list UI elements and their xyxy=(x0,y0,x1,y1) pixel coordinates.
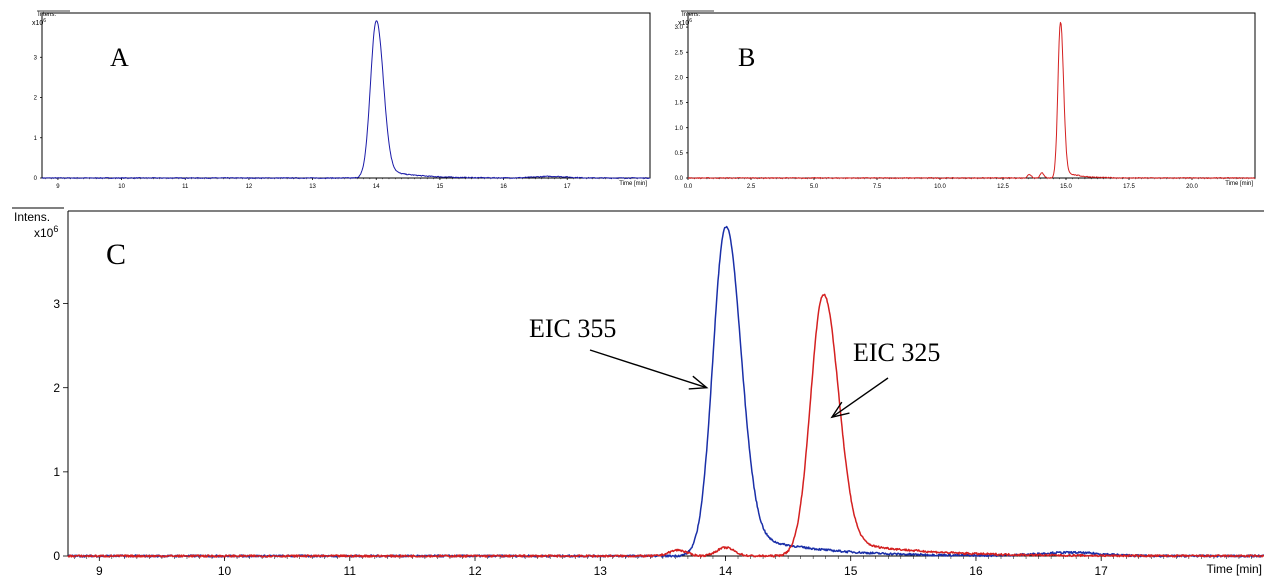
panel-c-x-tick-label: 11 xyxy=(344,564,357,577)
panel-a-y-tick-label: 2 xyxy=(34,96,38,102)
panel-a-y-tick-label: 0 xyxy=(34,176,38,182)
panel-a-series xyxy=(41,20,651,179)
panel-b-y-tick-label: 0.5 xyxy=(675,151,684,157)
panel-c-series xyxy=(67,225,1264,558)
panel-a-ylabel-exp: x106 xyxy=(32,18,46,27)
panel-b-y-tick-label: 0.0 xyxy=(675,176,684,182)
eic-355-annotation-label: EIC 355 xyxy=(529,314,616,343)
panel-b-y-tick-label: 1.5 xyxy=(675,101,684,107)
panel-a-letter: A xyxy=(110,43,129,72)
panel-c-ylabel-exp-base: x10 xyxy=(34,226,54,240)
panel-a-x-tick-label: 15 xyxy=(437,184,444,190)
panel-b-series-line-1 xyxy=(687,21,1256,179)
panel-a-x-tick-label: 12 xyxy=(246,184,253,190)
panel-c-x-tick-label: 15 xyxy=(844,564,858,577)
panel-c-x-tick-label: 10 xyxy=(218,564,232,577)
panel-a-x-tick-label: 13 xyxy=(309,184,316,190)
panel-a-y-tick-label: 3 xyxy=(34,55,38,61)
panel-a-ylabel-exp-power: 6 xyxy=(43,18,46,24)
panel-a-x-tick-label: 14 xyxy=(373,184,380,190)
panel-b-y-tick-label: 2.5 xyxy=(675,50,684,56)
panel-b-ylabel-exp-power: 6 xyxy=(689,18,692,24)
panel-b-ylabel-exp-base: x10 xyxy=(678,20,689,27)
panel-c-annotations: EIC 355 EIC 325 xyxy=(529,314,940,419)
panel-c-x-tick-label: 12 xyxy=(468,564,482,577)
panel-c-ylabel-exp-power: 6 xyxy=(53,224,58,234)
panel-c-x-tick-label: 9 xyxy=(96,564,103,577)
panel-a-ylabel: Intens. xyxy=(38,12,56,18)
panel-a-x-tick-label: 16 xyxy=(500,184,507,190)
panel-c-x-tick-label: 13 xyxy=(594,564,608,577)
panel-c-ylabel-exp: x106 xyxy=(34,224,58,240)
panel-c-series-line-2 xyxy=(67,293,1264,558)
panel-a-x-tick-label: 11 xyxy=(182,184,189,190)
panel-b-y-tick-label: 2.0 xyxy=(675,75,684,81)
panel-a-y-tick-label: 1 xyxy=(34,136,38,142)
panel-a-x-tick-label: 9 xyxy=(56,184,60,190)
eic-325-annotation-label: EIC 325 xyxy=(853,338,940,367)
eic-325-arrow-line xyxy=(831,377,889,418)
panel-b-y-tick-label: 3.0 xyxy=(675,25,684,31)
panel-b-x-tick-label: 17.5 xyxy=(1123,184,1135,190)
panel-c-x-tick-label: 17 xyxy=(1095,564,1109,577)
panel-b-x-tick-label: 5.0 xyxy=(810,184,819,190)
panel-b-xlabel: Time [min] xyxy=(1225,181,1253,187)
panel-b-letter: B xyxy=(738,43,755,72)
panel-b-y-tick-label: 1.0 xyxy=(675,126,684,132)
panel-c-x-tick-label: 16 xyxy=(969,564,983,577)
panel-a-series-line-1 xyxy=(41,20,651,179)
panel-b-x-tick-label: 12.5 xyxy=(997,184,1009,190)
panel-c-y-tick-label: 3 xyxy=(53,297,60,311)
panel-b-ylabel: Intens. xyxy=(682,12,700,18)
panel-b-series xyxy=(687,21,1256,179)
panel-c-series-line-1 xyxy=(67,225,1264,558)
panel-c-x-tick-label: 14 xyxy=(719,564,733,577)
panel-a-x-tick-label: 17 xyxy=(564,184,571,190)
panel-b-x-tick-label: 7.5 xyxy=(873,184,882,190)
panel-a-xlabel: Time [min] xyxy=(619,181,647,187)
panel-b-x-tick-label: 10.0 xyxy=(934,184,946,190)
panel-c-ylabel: Intens. xyxy=(14,210,50,224)
panel-b-ylabel-exp: x106 xyxy=(678,18,692,27)
panel-c-letter: C xyxy=(106,238,126,271)
panel-b-x-tick-label: 15.0 xyxy=(1060,184,1072,190)
panel-b-x-tick-label: 20.0 xyxy=(1186,184,1198,190)
panel-b: Intens. x106 Time [min] B 0.0 2.5 5.0 7.5 10… xyxy=(675,10,1256,190)
panel-b-axes: 0.0 2.5 5.0 7.5 10.0 12.5 15.0 17.5 20.0 0.0 0.5 1.… xyxy=(675,25,1256,190)
panel-b-plot-frame xyxy=(687,12,1256,179)
panel-c-y-tick-label: 0 xyxy=(53,549,60,563)
panel-c-y-tick-label: 2 xyxy=(53,381,60,395)
panel-b-x-tick-label: 0.0 xyxy=(684,184,693,190)
eic-355-arrow-line xyxy=(589,349,707,389)
panel-a: Intens. x106 Time [min] A 9 10 11 12 13 14 15 1… xyxy=(32,10,651,190)
eic-325-arrowhead xyxy=(830,401,850,419)
panel-c-y-tick-label: 1 xyxy=(53,465,60,479)
panel-b-x-tick-label: 2.5 xyxy=(747,184,756,190)
eic-355-arrowhead xyxy=(688,375,709,390)
panel-c-xlabel: Time [min] xyxy=(1206,562,1262,576)
panel-c: Intens. x106 Time [min] C 9 10 11 12 13 14 15 1… xyxy=(12,207,1264,577)
panel-a-x-tick-label: 10 xyxy=(118,184,125,190)
panel-a-ylabel-exp-base: x10 xyxy=(32,20,43,27)
panel-a-plot-frame xyxy=(41,12,651,179)
